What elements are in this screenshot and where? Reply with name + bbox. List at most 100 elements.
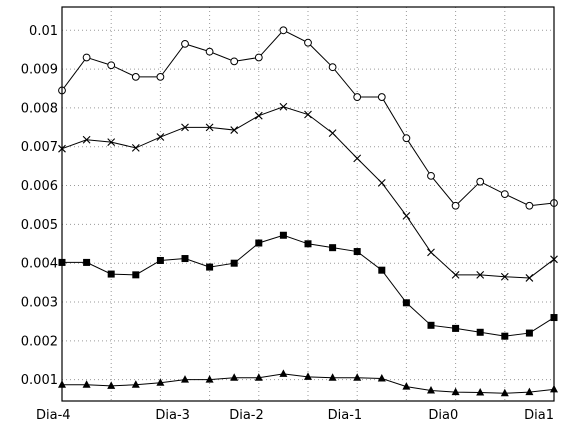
series-cross	[58, 102, 558, 282]
series-square	[58, 231, 558, 340]
data-point-square	[230, 259, 238, 267]
data-point-square	[181, 255, 189, 263]
data-point-circle	[279, 26, 288, 35]
data-point-circle	[451, 201, 460, 210]
y-tick-label: 0.009	[21, 63, 58, 78]
data-point-triangle	[205, 375, 214, 383]
data-point-cross	[525, 274, 534, 282]
data-point-square	[402, 299, 410, 307]
series-line-cross	[61, 106, 555, 279]
data-point-square	[83, 258, 91, 266]
data-point-square	[132, 271, 140, 279]
y-tick-label: 0.003	[21, 296, 58, 311]
data-point-cross	[181, 123, 189, 132]
data-point-circle	[427, 171, 435, 180]
data-point-cross	[304, 110, 312, 119]
data-point-circle	[254, 53, 263, 62]
data-point-circle	[476, 177, 485, 186]
data-point-circle	[353, 93, 362, 101]
data-point-triangle	[156, 378, 165, 386]
data-point-square	[452, 324, 460, 332]
data-point-cross	[500, 272, 509, 281]
y-tick-label: 0.01	[29, 24, 58, 39]
data-point-triangle	[131, 380, 140, 388]
data-point-cross	[205, 123, 214, 132]
data-point-cross	[427, 248, 435, 257]
plot-frame	[61, 6, 555, 402]
data-point-triangle	[476, 387, 485, 396]
y-tick-label: 0.004	[21, 257, 58, 272]
data-point-circle	[82, 53, 91, 62]
data-point-triangle	[181, 375, 189, 383]
data-point-circle	[131, 72, 140, 81]
data-point-circle	[402, 134, 411, 143]
data-point-cross	[82, 135, 91, 144]
data-point-circle	[107, 61, 116, 70]
data-point-triangle	[328, 373, 337, 381]
data-point-triangle	[107, 381, 116, 389]
data-point-square	[353, 248, 361, 256]
data-point-square	[304, 240, 312, 248]
y-tick-label: 0.008	[21, 101, 58, 116]
data-point-circle	[328, 63, 337, 72]
data-point-square	[378, 266, 386, 274]
data-point-cross	[451, 270, 460, 279]
series-layer	[58, 26, 558, 397]
data-point-triangle	[451, 387, 460, 396]
data-point-square	[156, 256, 164, 264]
data-point-square	[427, 321, 435, 329]
data-point-cross	[254, 111, 263, 120]
data-point-circle	[500, 190, 509, 199]
data-point-square	[501, 332, 509, 340]
x-tick-label: Dia1	[524, 408, 554, 423]
x-axis-tick-labels: Dia-4 Dia-3 Dia-2 Dia-1 Dia0 Dia1	[36, 408, 554, 423]
data-point-square	[329, 244, 337, 252]
data-point-cross	[230, 126, 239, 134]
data-point-cross	[377, 178, 386, 187]
data-point-circle	[156, 72, 165, 81]
data-point-triangle	[525, 387, 534, 396]
data-point-circle	[525, 201, 534, 210]
y-tick-label: 0.006	[21, 179, 58, 194]
data-point-triangle	[427, 386, 435, 394]
y-tick-label: 0.001	[21, 373, 58, 388]
data-point-circle	[230, 57, 239, 66]
data-point-cross	[476, 270, 485, 279]
y-tick-label: 0.007	[21, 140, 58, 155]
data-point-triangle	[254, 373, 263, 381]
series-circle	[58, 26, 558, 210]
data-point-square	[476, 328, 484, 336]
x-tick-label: Dia-2	[229, 408, 264, 423]
data-point-triangle	[402, 382, 411, 390]
grid-layer	[62, 7, 554, 401]
x-tick-label: Dia-1	[328, 408, 363, 423]
data-point-triangle	[353, 373, 362, 381]
series-line-square	[62, 234, 555, 337]
data-point-triangle	[230, 373, 239, 381]
x-tick-label: Dia0	[428, 408, 458, 423]
data-point-cross	[353, 154, 362, 163]
data-point-triangle	[279, 369, 288, 377]
data-point-square	[279, 231, 287, 239]
series-triangle	[58, 369, 558, 397]
x-tick-label: Dia-4	[36, 408, 71, 423]
y-tick-label: 0.005	[21, 218, 58, 233]
data-point-triangle	[500, 388, 509, 397]
data-point-triangle	[377, 373, 386, 382]
data-point-cross	[402, 211, 411, 220]
data-point-square	[255, 239, 263, 247]
data-point-square	[525, 329, 533, 337]
data-point-triangle	[304, 372, 312, 380]
data-point-cross	[328, 129, 337, 138]
data-point-cross	[131, 144, 140, 152]
data-point-triangle	[82, 380, 91, 388]
data-point-cross	[156, 133, 165, 141]
data-point-circle	[205, 47, 214, 56]
data-point-square	[206, 263, 214, 271]
data-point-square	[107, 270, 115, 278]
data-point-circle	[377, 93, 386, 101]
y-axis-tick-labels: 0.001 0.002 0.003 0.004 0.005 0.006 0.007 0.008…	[21, 24, 58, 388]
y-tick-label: 0.002	[21, 334, 58, 349]
